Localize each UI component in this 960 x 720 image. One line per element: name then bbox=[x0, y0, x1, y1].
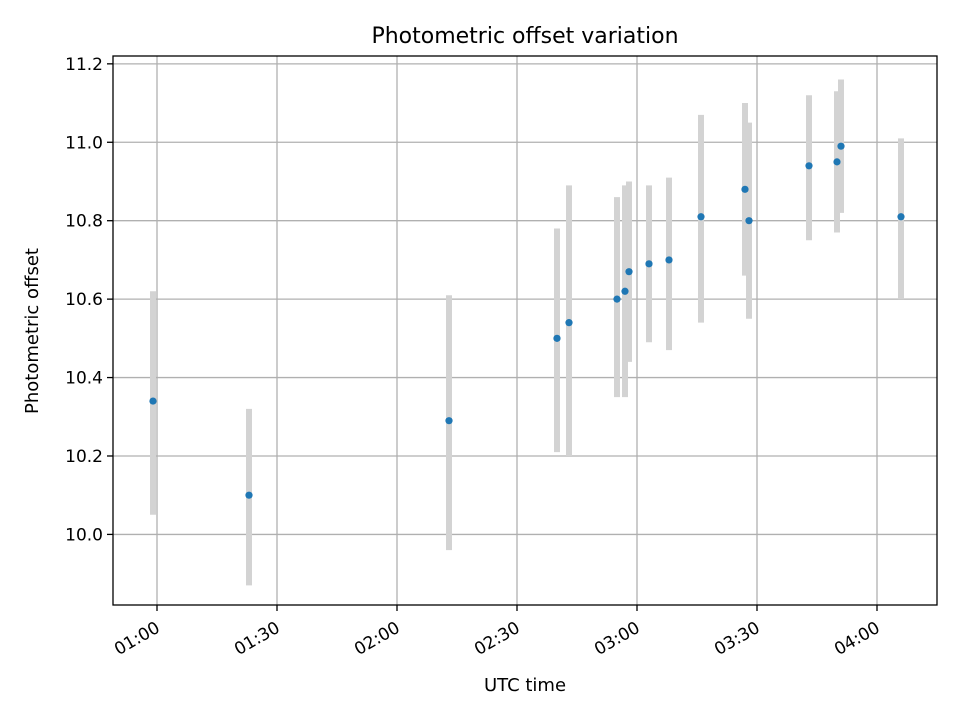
data-point bbox=[833, 158, 841, 166]
data-point bbox=[665, 256, 673, 264]
data-point bbox=[613, 295, 621, 303]
data-point bbox=[625, 268, 633, 276]
x-tick-label: 03:30 bbox=[711, 618, 763, 660]
error-bars bbox=[150, 79, 904, 586]
x-tick-label: 04:00 bbox=[831, 618, 883, 660]
data-point bbox=[565, 319, 573, 327]
data-point bbox=[445, 417, 453, 425]
y-axis-label: Photometric offset bbox=[22, 248, 43, 414]
data-point bbox=[697, 213, 705, 221]
data-point bbox=[897, 213, 905, 221]
x-tick-label: 01:30 bbox=[231, 618, 283, 660]
y-tick-label: 10.0 bbox=[65, 525, 103, 545]
data-point bbox=[745, 217, 753, 225]
data-points bbox=[149, 142, 905, 499]
y-tick-label: 10.6 bbox=[65, 290, 103, 310]
x-axis-label: UTC time bbox=[484, 675, 566, 696]
y-tick-label: 11.2 bbox=[65, 55, 103, 75]
data-point bbox=[805, 162, 813, 170]
data-point bbox=[621, 287, 629, 295]
y-tick-label: 10.4 bbox=[65, 369, 103, 389]
data-point bbox=[645, 260, 653, 268]
y-tick-label: 10.2 bbox=[65, 447, 103, 467]
x-axis-ticks: 01:00 01:30 02:00 02:30 03:00 03:30 04:00 bbox=[111, 605, 884, 660]
data-point bbox=[149, 397, 157, 405]
chart-title: Photometric offset variation bbox=[371, 24, 678, 49]
data-point bbox=[837, 142, 845, 150]
data-point bbox=[741, 185, 749, 193]
x-tick-label: 02:30 bbox=[471, 618, 523, 660]
y-tick-label: 10.8 bbox=[65, 212, 103, 232]
y-tick-label: 11.0 bbox=[65, 133, 103, 153]
y-axis-ticks: 10.0 10.2 10.4 10.6 10.8 11.0 11.2 bbox=[65, 55, 113, 545]
x-tick-label: 03:00 bbox=[591, 618, 643, 660]
data-point bbox=[553, 334, 561, 342]
data-point bbox=[245, 491, 253, 499]
plot-frame bbox=[112, 55, 938, 606]
x-tick-label: 02:00 bbox=[351, 618, 403, 660]
grid-lines bbox=[113, 56, 937, 605]
x-tick-label: 01:00 bbox=[111, 618, 163, 660]
